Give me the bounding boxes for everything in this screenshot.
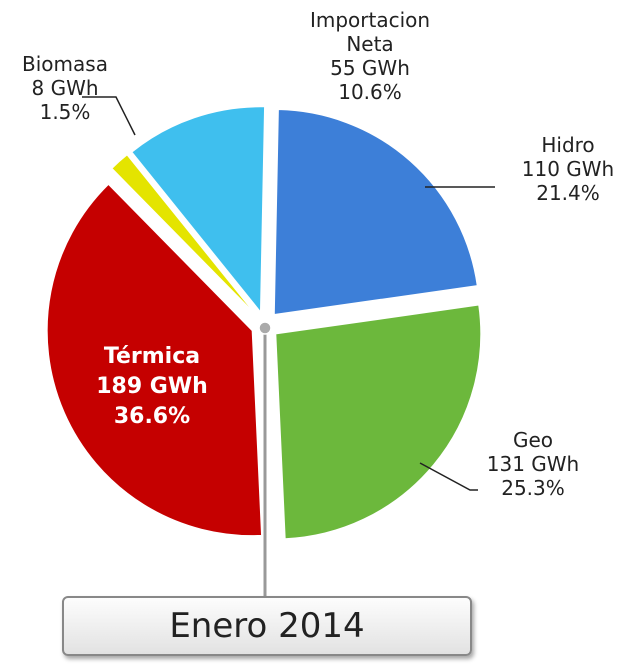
slice-label: Térmica 189 GWh 36.6% xyxy=(72,342,232,432)
pie-slice xyxy=(131,106,266,314)
slice-name: Térmica xyxy=(103,344,201,369)
slice-name: Biomasa xyxy=(22,52,108,76)
slice-name: Importacion Neta xyxy=(309,8,431,56)
slice-label: Geo 131 GWh 25.3% xyxy=(453,428,613,500)
pie-slice xyxy=(111,154,257,315)
leader-line xyxy=(82,96,136,136)
slice-percent: 1.5% xyxy=(39,100,91,124)
pie xyxy=(46,106,482,540)
pie-slice xyxy=(46,183,263,537)
slice-label: Biomasa 8 GWh 1.5% xyxy=(0,52,145,124)
slice-name: Hidro xyxy=(541,133,595,157)
slice-percent: 36.6% xyxy=(113,404,191,429)
slice-name: Geo xyxy=(512,428,554,452)
slice-percent: 25.3% xyxy=(501,476,565,500)
slice-percent: 21.4% xyxy=(536,181,600,205)
slice-gwh: 110 GWh xyxy=(521,157,615,181)
pie-slice xyxy=(273,109,478,316)
leader-line xyxy=(419,462,478,491)
slice-label: Importacion Neta 55 GWh 10.6% xyxy=(290,8,450,104)
slice-label: Hidro 110 GWh 21.4% xyxy=(488,133,635,205)
pie-slice xyxy=(275,304,482,540)
slice-gwh: 55 GWh xyxy=(330,56,410,80)
center-dot xyxy=(258,321,272,335)
slice-gwh: 131 GWh xyxy=(486,452,580,476)
slice-gwh: 8 GWh xyxy=(31,76,99,100)
slice-percent: 10.6% xyxy=(338,80,402,104)
slice-gwh: 189 GWh xyxy=(96,374,208,399)
date-box: Enero 2014 xyxy=(62,596,472,656)
